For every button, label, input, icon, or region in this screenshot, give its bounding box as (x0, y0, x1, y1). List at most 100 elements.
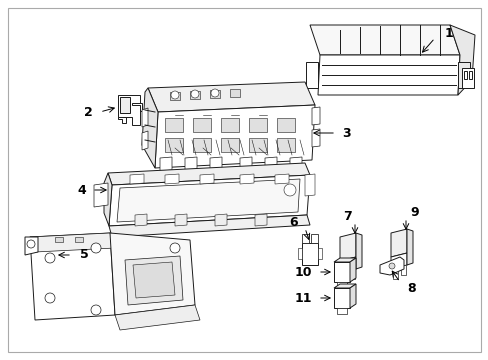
Bar (317, 248, 321, 259)
Bar (193, 118, 210, 132)
Polygon shape (142, 131, 148, 150)
Bar (463, 71, 466, 79)
Circle shape (91, 243, 101, 253)
Polygon shape (170, 92, 180, 100)
Bar (392, 269, 397, 279)
Polygon shape (94, 183, 108, 207)
Polygon shape (164, 174, 179, 184)
Polygon shape (311, 129, 319, 147)
Polygon shape (390, 253, 406, 269)
Polygon shape (457, 62, 469, 88)
Polygon shape (333, 288, 349, 308)
Polygon shape (305, 62, 317, 88)
Polygon shape (339, 257, 355, 273)
Polygon shape (115, 305, 200, 330)
Polygon shape (379, 257, 403, 275)
Polygon shape (390, 229, 406, 257)
Polygon shape (108, 163, 309, 185)
Polygon shape (142, 108, 148, 127)
Text: 4: 4 (77, 184, 86, 197)
Circle shape (45, 253, 55, 263)
Polygon shape (148, 82, 314, 112)
Text: 5: 5 (80, 248, 88, 261)
Text: 6: 6 (289, 216, 297, 229)
Polygon shape (349, 258, 355, 282)
Bar (193, 138, 210, 152)
Polygon shape (132, 103, 142, 111)
Bar (400, 265, 405, 275)
Polygon shape (311, 107, 319, 125)
Polygon shape (264, 157, 276, 171)
Text: 8: 8 (406, 282, 415, 294)
Bar (341, 273, 346, 283)
Polygon shape (30, 233, 115, 320)
Polygon shape (118, 117, 126, 123)
Bar (248, 118, 266, 132)
Polygon shape (333, 258, 355, 262)
Polygon shape (406, 229, 412, 265)
Polygon shape (118, 95, 140, 125)
Circle shape (284, 184, 295, 196)
Bar (248, 138, 266, 152)
Polygon shape (333, 284, 355, 288)
Text: 3: 3 (341, 126, 350, 140)
Circle shape (388, 263, 394, 269)
Polygon shape (355, 233, 361, 269)
Bar (310, 234, 317, 243)
Polygon shape (200, 174, 214, 184)
Polygon shape (109, 215, 309, 237)
Polygon shape (135, 214, 147, 226)
Text: 11: 11 (294, 292, 311, 305)
Bar (55, 237, 63, 242)
Text: 2: 2 (84, 105, 93, 118)
Polygon shape (317, 55, 459, 95)
Polygon shape (142, 88, 158, 168)
Polygon shape (349, 284, 355, 308)
Bar (276, 118, 294, 132)
Bar (468, 71, 471, 79)
Bar (349, 269, 354, 279)
Circle shape (170, 243, 180, 253)
Circle shape (45, 293, 55, 303)
Polygon shape (160, 157, 172, 171)
Polygon shape (109, 175, 309, 226)
Polygon shape (302, 243, 317, 265)
Circle shape (210, 89, 219, 97)
Polygon shape (190, 91, 200, 99)
Polygon shape (110, 233, 195, 315)
Circle shape (27, 240, 35, 248)
Polygon shape (309, 25, 459, 55)
Text: 9: 9 (409, 206, 418, 219)
Polygon shape (130, 174, 143, 184)
Bar (336, 282, 346, 288)
Bar (164, 118, 183, 132)
Bar (276, 138, 294, 152)
Polygon shape (229, 89, 240, 97)
Bar (297, 248, 302, 259)
Bar (302, 234, 308, 243)
Polygon shape (215, 214, 226, 226)
Bar (164, 138, 183, 152)
Text: 1: 1 (444, 27, 453, 40)
Polygon shape (254, 214, 266, 226)
Bar (336, 308, 346, 314)
Polygon shape (133, 262, 175, 298)
Polygon shape (125, 256, 183, 305)
Circle shape (91, 305, 101, 315)
Bar (75, 237, 83, 242)
Polygon shape (209, 157, 222, 171)
Text: 10: 10 (294, 266, 311, 279)
Bar (221, 118, 239, 132)
Polygon shape (333, 262, 349, 282)
Polygon shape (240, 174, 253, 184)
Text: 7: 7 (343, 210, 351, 222)
Polygon shape (25, 237, 38, 255)
Bar (120, 97, 130, 113)
Polygon shape (117, 179, 299, 222)
Polygon shape (104, 173, 112, 226)
Polygon shape (240, 157, 251, 171)
Polygon shape (449, 25, 474, 95)
Polygon shape (184, 157, 197, 171)
Polygon shape (305, 174, 314, 196)
Polygon shape (289, 157, 302, 171)
